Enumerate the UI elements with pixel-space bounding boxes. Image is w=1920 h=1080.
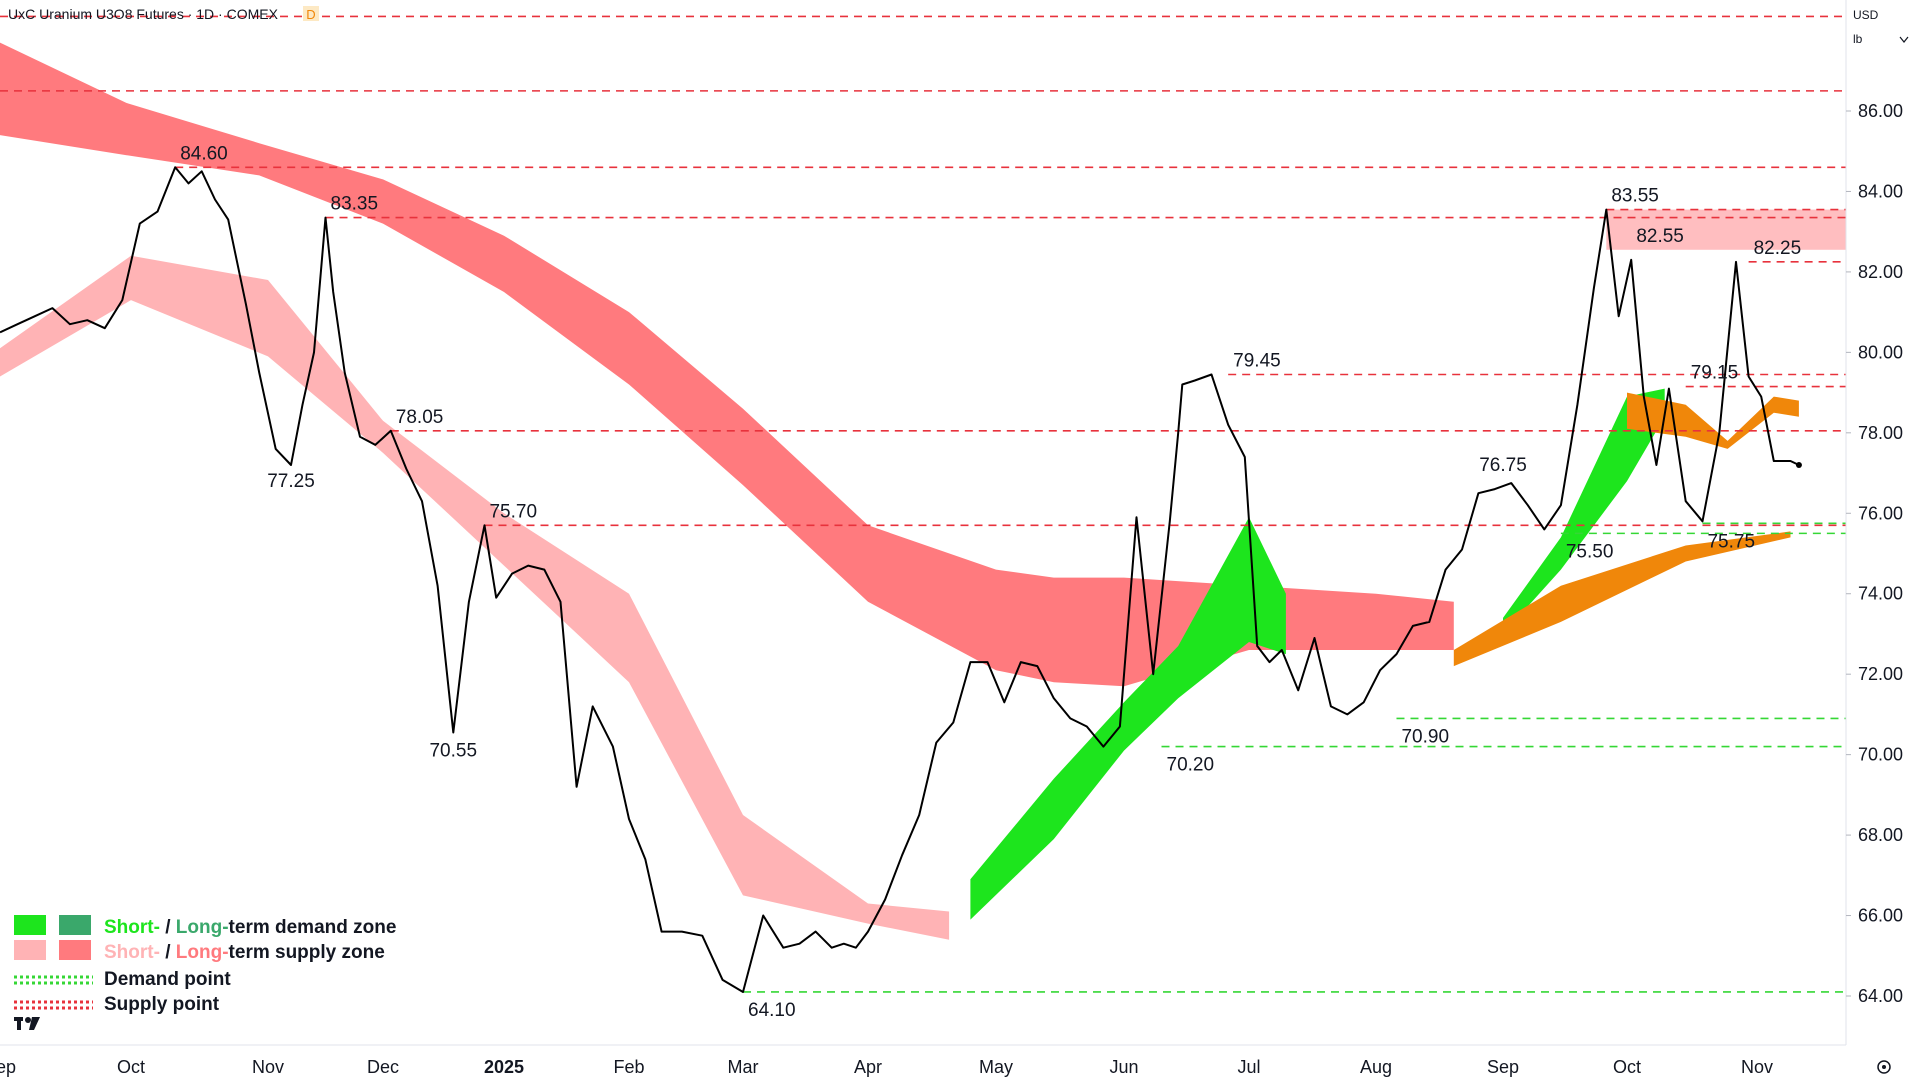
levels-layer	[0, 15, 1846, 993]
y-tick-label: 64.00	[1858, 986, 1903, 1006]
legend: Short- / Long-term demand zone Short- / …	[14, 915, 396, 1030]
zone-short-supply-recent	[1627, 392, 1799, 449]
badge-bg	[303, 6, 319, 21]
y-tick-label: 86.00	[1858, 101, 1903, 121]
zone-short-demand	[1503, 388, 1665, 634]
annotation-layer: 84.60 83.35 83.55 82.25 79.45 79.15 78.05 75.70…	[180, 143, 1801, 1021]
legend-supply-zone: Short- / Long-term supply zone	[104, 942, 385, 963]
x-tick-label: May	[979, 1057, 1013, 1077]
x-tick-label: Dec	[367, 1057, 399, 1077]
x-tick-label: Jun	[1109, 1057, 1138, 1077]
x-tick-label: Nov	[1741, 1057, 1773, 1077]
price-axis[interactable]: USD lb 86.00 84.00 82.00 80.00 78.00 76.00 74.…	[1845, 0, 1909, 1045]
x-tick-label: Aug	[1360, 1057, 1392, 1077]
price-layer	[0, 166, 1802, 993]
legend-demand-point: Demand point	[104, 969, 231, 990]
short-supply-swatch	[14, 940, 46, 960]
y-axis-ticks: 86.00 84.00 82.00 80.00 78.00 76.00 74.00 72.00…	[1846, 101, 1903, 1006]
zone-short-supply	[0, 255, 950, 940]
tradingview-logo-icon[interactable]	[14, 1017, 40, 1030]
zone-long-demand	[1453, 531, 1791, 667]
x-tick-label: Mar	[728, 1057, 759, 1077]
settings-icon[interactable]	[1877, 1060, 1891, 1074]
x-tick-label: Nov	[252, 1057, 284, 1077]
supply-point-label: 82.25	[1754, 238, 1802, 259]
x-tick-label: Sep	[1487, 1057, 1519, 1077]
y-tick-label: 78.00	[1858, 423, 1903, 443]
y-tick-label: 76.00	[1858, 503, 1903, 523]
y-tick-label: 72.00	[1858, 664, 1903, 684]
legend-demand-zone: Short- / Long-term demand zone	[104, 917, 396, 938]
y-tick-label: 68.00	[1858, 825, 1903, 845]
header: UxC Uranium U3O8 Futures · 1D · COMEX D	[8, 6, 319, 22]
long-supply-swatch	[59, 940, 91, 960]
currency-label[interactable]: USD	[1853, 8, 1879, 22]
y-tick-label: 84.00	[1858, 181, 1903, 201]
legend-supply-point: Supply point	[104, 994, 220, 1015]
short-demand-swatch	[14, 915, 46, 935]
x-axis-ticks: Sep Oct Nov Dec 2025 Feb Mar Apr May Jun Jul Aug Sep…	[0, 1057, 1773, 1077]
demand-point-label: 70.20	[1167, 755, 1215, 776]
x-tick-label: Jul	[1237, 1057, 1260, 1077]
price-point-label: 76.75	[1479, 455, 1527, 476]
last-price-dot	[1795, 462, 1802, 468]
y-tick-label: 70.00	[1858, 745, 1903, 765]
supply-point-label: 84.60	[180, 143, 228, 164]
supply-zone-box	[1606, 209, 1846, 250]
supply-point-label: 79.15	[1691, 363, 1739, 384]
supply-point-label: 83.55	[1611, 186, 1659, 207]
y-tick-label: 66.00	[1858, 906, 1903, 926]
demand-point-label: 75.50	[1566, 541, 1614, 562]
x-tick-label: Feb	[613, 1057, 644, 1077]
price-point-label: 70.55	[429, 741, 477, 762]
supply-point-label: 75.70	[489, 501, 537, 522]
price-point-label: 77.25	[267, 471, 315, 492]
price-line	[0, 166, 1800, 993]
x-tick-label: Apr	[854, 1057, 882, 1077]
supply-point-label: 78.05	[396, 407, 444, 428]
supply-point-label: 83.35	[331, 194, 379, 215]
y-tick-label: 82.00	[1858, 262, 1903, 282]
y-tick-label: 74.00	[1858, 584, 1903, 604]
y-tick-label: 80.00	[1858, 342, 1903, 362]
demand-point-label: 75.75	[1707, 531, 1755, 552]
zone-long-supply	[0, 42, 1454, 687]
x-tick-label: Oct	[1613, 1057, 1641, 1077]
zone-short-demand	[970, 517, 1286, 920]
supply-zone-box-label: 82.55	[1636, 226, 1684, 247]
x-tick-label: 2025	[484, 1057, 524, 1077]
chart-title: UxC Uranium U3O8 Futures · 1D · COMEX	[8, 6, 279, 22]
demand-point-label: 64.10	[748, 1000, 796, 1021]
zones-layer: 82.55	[0, 42, 1846, 940]
delay-badge[interactable]: D	[306, 7, 315, 22]
time-axis[interactable]: Sep Oct Nov Dec 2025 Feb Mar Apr May Jun Jul Aug Sep…	[0, 1044, 1891, 1077]
supply-point-label: 79.45	[1233, 350, 1281, 371]
x-tick-label: Oct	[117, 1057, 145, 1077]
long-demand-swatch	[59, 915, 91, 935]
unit-dropdown-icon[interactable]	[1899, 36, 1909, 43]
unit-label[interactable]: lb	[1853, 32, 1863, 46]
x-tick-label: Sep	[0, 1057, 16, 1077]
demand-point-label: 70.90	[1401, 726, 1449, 747]
